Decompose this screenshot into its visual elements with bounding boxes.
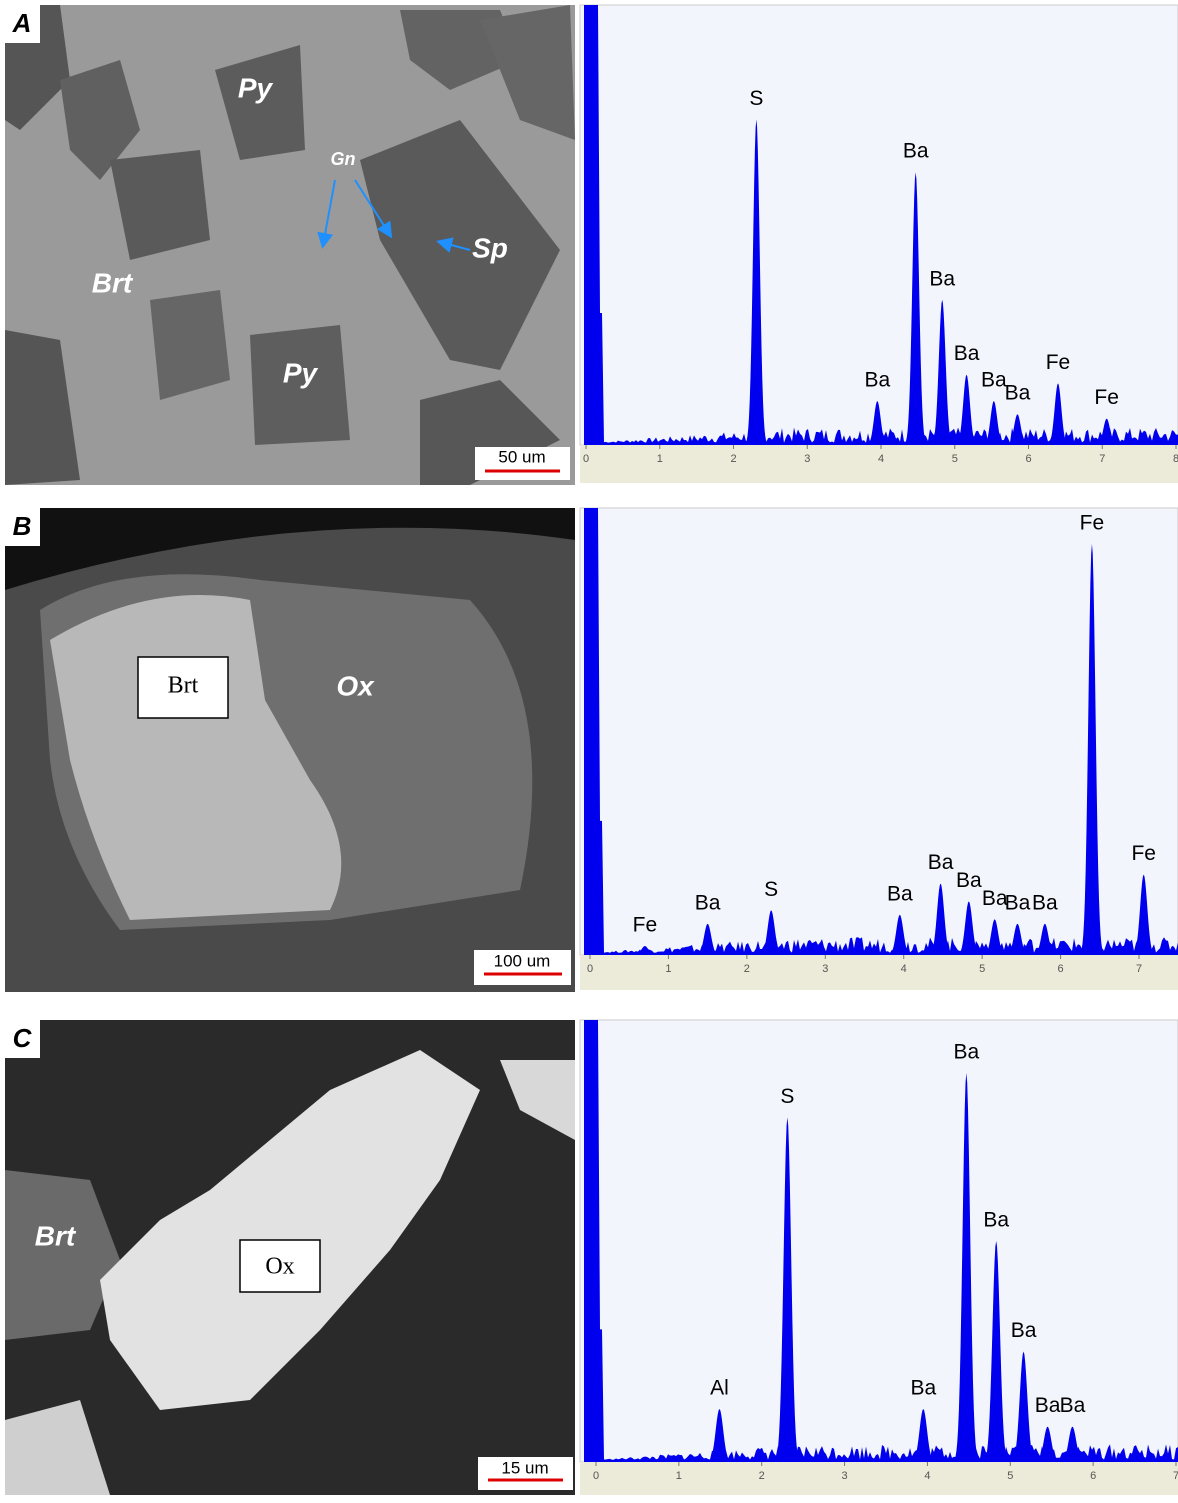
x-tick-label: 2	[759, 1470, 765, 1482]
x-tick-label: 4	[878, 453, 884, 465]
peak-label: Ba	[864, 369, 890, 392]
peak-label: Ba	[1011, 1319, 1037, 1342]
x-tick-label: 0	[583, 453, 589, 465]
x-tick-label: 0	[587, 963, 593, 975]
mineral-label: Brt	[92, 267, 134, 298]
x-tick-label: 6	[1025, 453, 1031, 465]
peak-label: S	[764, 878, 778, 901]
panel-letter: A	[12, 8, 32, 38]
x-tick-label: 0	[593, 1470, 599, 1482]
peak-label: Ba	[956, 869, 982, 892]
peak-label: Ba	[695, 891, 721, 914]
sem-image-b	[5, 508, 575, 992]
x-tick-label: 3	[842, 1470, 848, 1482]
x-tick-label: 5	[952, 453, 958, 465]
x-tick-label: 2	[744, 963, 750, 975]
peak-label: Fe	[633, 914, 658, 937]
x-tick-label: 7	[1173, 1470, 1178, 1482]
scale-bar-label: 100 um	[494, 951, 551, 970]
x-tick-label: 7	[1099, 453, 1105, 465]
peak-label: Ba	[1005, 382, 1031, 405]
x-tick-label: 4	[901, 963, 907, 975]
peak-label: Fe	[1080, 511, 1105, 534]
mineral-label: Gn	[331, 149, 356, 169]
figure: A B C PyGnSpBrtPy50 um012345678SBaBaBaBa…	[0, 0, 1178, 1498]
peak-label: Ba	[954, 1041, 980, 1064]
peak-label: Ba	[1060, 1394, 1086, 1417]
peak-label: Ba	[929, 267, 955, 290]
mineral-label: Py	[283, 357, 319, 388]
x-tick-label: 1	[676, 1470, 682, 1482]
peak-label: S	[749, 87, 763, 110]
x-tick-label: 4	[924, 1470, 930, 1482]
scale-bar-label: 50 um	[498, 447, 545, 466]
peak-label: S	[780, 1085, 794, 1108]
peak-label: Ba	[1032, 891, 1058, 914]
x-tick-label: 2	[730, 453, 736, 465]
peak-label: Ba	[910, 1377, 936, 1400]
peak-label: Ba	[1005, 891, 1031, 914]
peak-label: Ba	[887, 882, 913, 905]
plot-area	[580, 1020, 1178, 1462]
mineral-label: Brt	[35, 1220, 77, 1251]
peak-label: Ba	[903, 140, 929, 163]
peak-label: Fe	[1131, 842, 1156, 865]
peak-label: Ba	[928, 851, 954, 874]
peak-label: Ba	[981, 369, 1007, 392]
x-tick-label: 5	[979, 963, 985, 975]
mineral-label: Ox	[265, 1254, 294, 1280]
peak-label: Ba	[1035, 1394, 1061, 1417]
x-tick-label: 7	[1136, 963, 1142, 975]
x-tick-label: 8	[1173, 453, 1178, 465]
mineral-label: Sp	[472, 232, 508, 263]
peak-label: Fe	[1094, 386, 1119, 409]
x-tick-label: 1	[657, 453, 663, 465]
x-tick-label: 3	[804, 453, 810, 465]
x-tick-label: 6	[1090, 1470, 1096, 1482]
mineral-label: Ox	[336, 670, 375, 701]
peak-label: Ba	[954, 342, 980, 365]
x-tick-label: 3	[822, 963, 828, 975]
x-tick-label: 1	[665, 963, 671, 975]
x-tick-label: 5	[1007, 1470, 1013, 1482]
peak-label: Fe	[1046, 351, 1071, 374]
peak-label: Al	[710, 1377, 729, 1400]
x-tick-label: 6	[1058, 963, 1064, 975]
axis-band	[580, 1462, 1178, 1495]
peak-label: Ba	[983, 1209, 1009, 1232]
panel-letter: C	[13, 1023, 33, 1053]
mineral-label: Brt	[168, 673, 199, 699]
panel-letter: B	[13, 511, 32, 541]
mineral-label: Py	[238, 72, 274, 103]
scale-bar-label: 15 um	[501, 1458, 548, 1477]
